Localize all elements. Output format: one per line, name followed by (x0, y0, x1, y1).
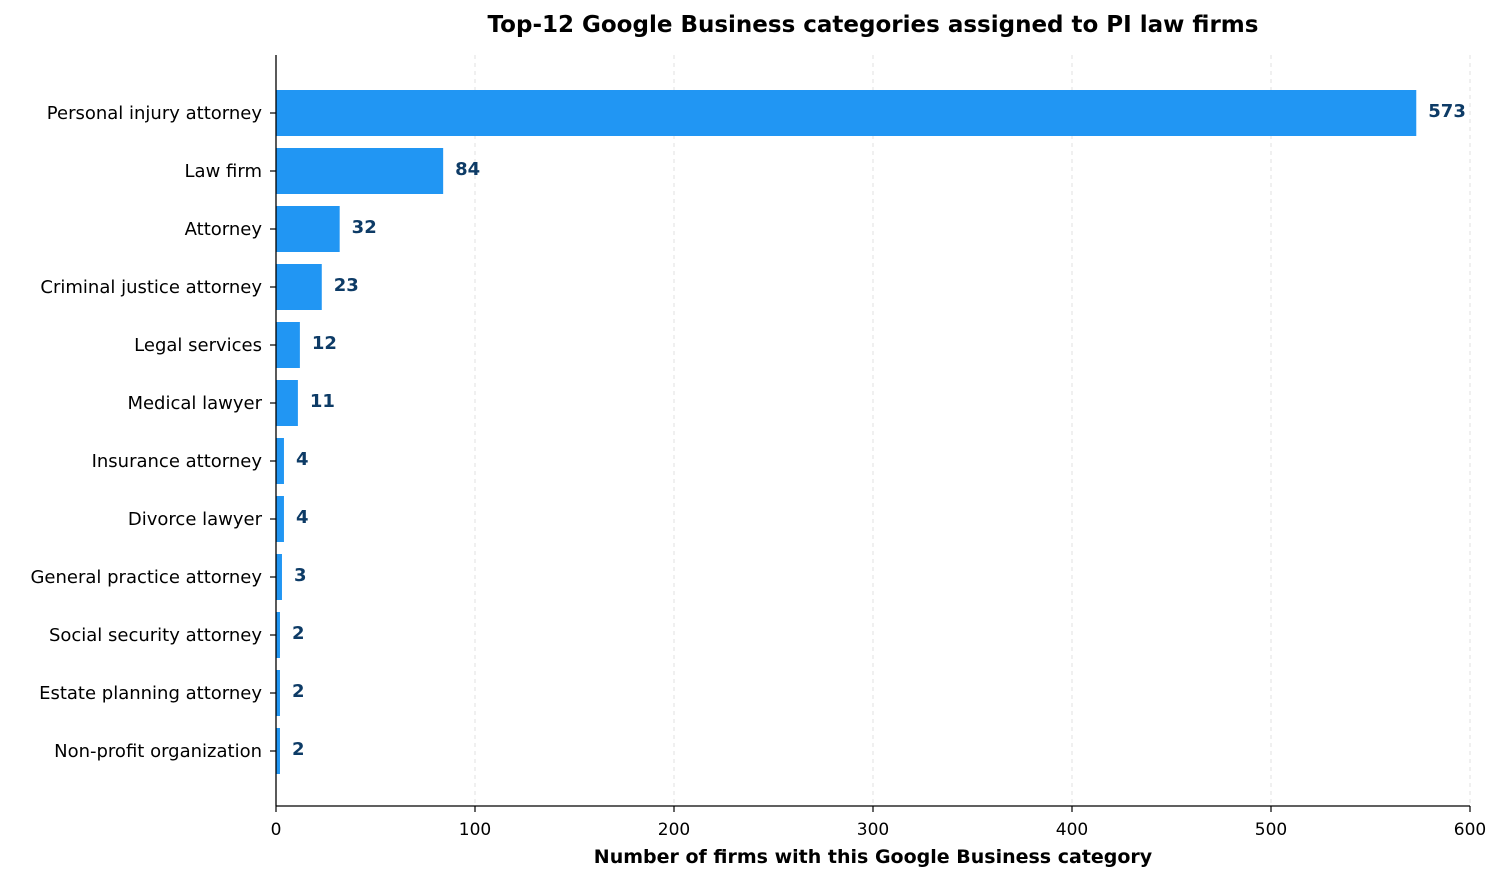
category-label: Social security attorney (49, 625, 262, 646)
value-label: 573 (1428, 101, 1466, 122)
value-label: 2 (292, 623, 305, 644)
bar (276, 380, 298, 426)
category-label: Medical lawyer (127, 393, 262, 414)
x-tick-label: 600 (1454, 820, 1486, 840)
category-label: Insurance attorney (92, 451, 263, 472)
chart-title: Top-12 Google Business categories assign… (488, 12, 1259, 38)
bar (276, 148, 444, 194)
bar (276, 90, 1417, 136)
category-label: Legal services (134, 335, 262, 356)
bar (276, 670, 280, 716)
bar (276, 264, 322, 310)
x-tick-label: 0 (271, 820, 282, 840)
value-label: 12 (312, 333, 337, 354)
x-tick-label: 300 (857, 820, 889, 840)
category-label: Estate planning attorney (39, 683, 262, 704)
bar (276, 206, 340, 252)
x-tick-label: 500 (1255, 820, 1287, 840)
category-label: General practice attorney (30, 567, 262, 588)
value-label: 32 (352, 217, 377, 238)
bar (276, 728, 280, 774)
x-tick-label: 200 (658, 820, 690, 840)
value-label: 4 (296, 449, 309, 470)
value-label: 2 (292, 739, 305, 760)
category-label: Non-profit organization (54, 741, 262, 762)
value-label: 23 (334, 275, 359, 296)
category-label: Personal injury attorney (47, 103, 263, 124)
bars (276, 90, 1417, 774)
category-label: Divorce lawyer (128, 509, 263, 530)
category-labels: Personal injury attorney Law firm Attorney… (30, 103, 262, 762)
bar (276, 496, 284, 542)
bar (276, 438, 284, 484)
grid-lines (474, 55, 1471, 806)
x-tick-label: 400 (1056, 820, 1088, 840)
x-tick-label: 100 (459, 820, 491, 840)
value-label: 4 (296, 507, 309, 528)
value-label: 3 (294, 565, 307, 586)
x-ticks: 0 100 200 300 400 500 600 (270, 112, 1486, 840)
x-axis-label: Number of firms with this Google Busines… (594, 846, 1153, 868)
category-label: Law firm (185, 161, 262, 182)
value-label: 11 (310, 391, 335, 412)
category-label: Attorney (185, 219, 263, 240)
value-label: 84 (455, 159, 480, 180)
bar (276, 554, 282, 600)
bar (276, 322, 300, 368)
category-label: Criminal justice attorney (40, 277, 262, 298)
bar (276, 612, 280, 658)
value-label: 2 (292, 681, 305, 702)
